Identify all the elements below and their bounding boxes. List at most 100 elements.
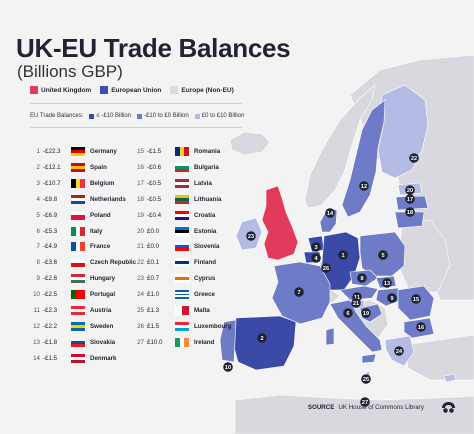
rank-badge: 13 [382, 278, 392, 288]
cyprus-shape [443, 373, 457, 383]
rank-number: 27 [137, 338, 144, 346]
rank-badge-label: 27 [362, 400, 368, 406]
rank-number: 26 [137, 322, 144, 330]
country-name: Greece [194, 291, 215, 299]
rank-number: 9 [36, 275, 40, 283]
rank-badge-label: 8 [360, 276, 363, 282]
trade-balance-value: -£2.5 [43, 291, 58, 299]
country-name: Latvia [194, 179, 212, 187]
rank-badge-circle [405, 194, 415, 204]
country-flag-icon [71, 226, 85, 236]
rank-badge-label: 19 [363, 311, 369, 317]
ranking-row: 20 £0.0 Estonia [135, 226, 216, 237]
iceland-region [229, 131, 271, 156]
africa-region [234, 394, 474, 434]
page-title: UK-EU Trade Balances [16, 33, 291, 63]
rank-badge-label: 23 [248, 234, 254, 240]
trade-balance-value: -£4.9 [43, 243, 58, 251]
country-flag-icon [175, 242, 189, 252]
balances-label-low: ≤ -£10 Billion [96, 113, 132, 119]
country-flag-icon [71, 274, 85, 284]
balances-item-high: £0 to £10 Billion [194, 113, 245, 119]
rank-badge: 22 [409, 153, 419, 163]
trade-balance-value: -£0.5 [147, 195, 162, 203]
rank-badge: 3 [311, 242, 321, 252]
rank-badge-label: 11 [354, 295, 360, 301]
trade-balance-value: -£10.7 [43, 179, 61, 187]
rank-badge-circle [351, 298, 361, 308]
italy-shape [329, 299, 383, 353]
balances-label-high: £0 to £10 Billion [201, 113, 245, 119]
country-flag-icon [71, 337, 85, 347]
rank-number: 23 [137, 275, 144, 283]
rank-badge-label: 21 [353, 301, 359, 307]
rank-badge: 16 [416, 322, 426, 332]
rank-badge-circle [378, 250, 388, 260]
country-flag-icon [175, 147, 189, 156]
trade-balance-value: £1.3 [147, 307, 160, 314]
rank-number: 16 [137, 163, 144, 171]
rank-badge-circle [223, 362, 233, 372]
ranking-row: 12 -£2.2 Sweden [31, 321, 113, 332]
rank-badge: 7 [294, 287, 304, 297]
rank-number: 13 [33, 338, 40, 346]
portugal-shape [219, 319, 237, 363]
ranking-row: 27 £10.0 Ireland [135, 337, 214, 348]
balances-swatch-mid [137, 113, 143, 119]
country-flag-icon [175, 258, 189, 268]
trade-balance-value: -£22.3 [43, 148, 61, 155]
country-flag-icon [175, 226, 189, 236]
rank-badge-label: 13 [384, 281, 390, 287]
country-name: Italy [90, 227, 103, 235]
rank-badge: 26 [321, 263, 331, 273]
rank-badge: 21 [351, 298, 361, 308]
country-name: Malta [194, 307, 210, 314]
rank-number: 10 [33, 291, 40, 299]
source-note: SOURCE UK House of Commons Library [308, 404, 424, 411]
rank-badge-label: 7 [297, 290, 300, 296]
country-flag-icon [71, 210, 85, 220]
ranking-row: 22 £0.1 Finland [135, 257, 216, 268]
country-name: Poland [90, 211, 111, 219]
rank-badge-circle [246, 231, 256, 241]
trade-balance-value: £0.7 [147, 275, 160, 283]
rank-number: 5 [36, 211, 40, 219]
rank-badge-label: 20 [407, 188, 413, 194]
visual-capitalist-logo-icon [442, 402, 455, 413]
ranking-row: 10 -£2.5 Portugal [31, 289, 115, 300]
ranking-row: 23 £0.7 Cyprus [135, 273, 215, 284]
country-flag-icon [71, 162, 85, 172]
rank-badge-circle [387, 293, 397, 303]
country-name: Hungary [90, 275, 116, 283]
country-flag-icon [175, 178, 189, 188]
rank-number: 1 [36, 148, 40, 155]
country-name: Luxembourg [194, 322, 232, 330]
rank-badge-circle [409, 153, 419, 163]
rank-badge: 27 [360, 397, 370, 407]
country-flag-icon [175, 306, 189, 315]
rank-badge-label: 1 [341, 253, 344, 259]
ranking-row: 14 -£1.5 Denmark [31, 353, 116, 364]
rank-badge-label: 12 [361, 184, 367, 190]
rank-badge: 14 [325, 208, 335, 218]
country-flag-icon [71, 258, 85, 268]
rank-badge-label: 6 [346, 311, 349, 317]
rank-badge-label: 24 [396, 349, 403, 355]
country-flag-icon [71, 194, 85, 204]
ranking-row: 2 -£12.1 Spain [31, 162, 107, 173]
rank-badge-circle [343, 308, 353, 318]
rank-badge-circle [325, 208, 335, 218]
balances-item-mid: -£10 to £0 Billion [137, 113, 189, 119]
rank-badge-label: 9 [390, 296, 393, 302]
ranking-row: 7 -£4.9 France [31, 241, 110, 252]
rank-badge-circle [360, 397, 370, 407]
rank-badge-label: 22 [411, 156, 417, 162]
ranking-row: 17 -£0.5 Latvia [135, 178, 212, 189]
sweden-shape [341, 99, 386, 218]
country-flag-icon [71, 290, 85, 300]
ranking-row: 19 -£0.4 Croatia [135, 210, 215, 221]
country-flag-icon [71, 147, 85, 156]
rank-number: 21 [137, 243, 144, 251]
